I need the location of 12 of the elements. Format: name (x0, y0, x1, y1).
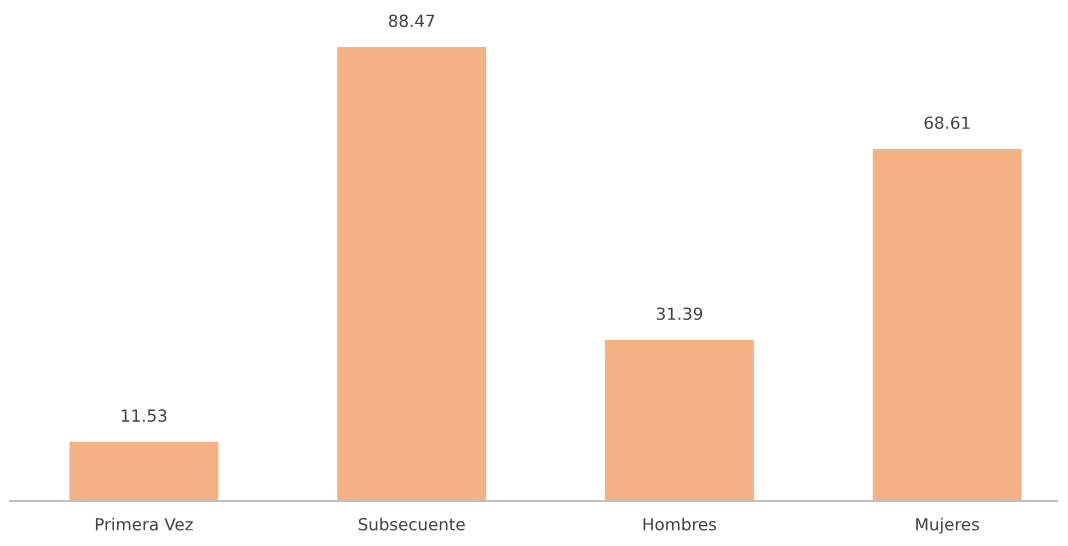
data-label: 11.53 (121, 409, 167, 422)
data-label: 68.61 (924, 116, 970, 130)
x-tick-label: Mujeres (916, 517, 980, 534)
x-tick-label: Subsecuente (358, 517, 465, 531)
x-tick-label: Hombres (643, 517, 717, 531)
data-label: 88.47 (388, 14, 435, 28)
bar (872, 148, 1022, 501)
bar (605, 339, 754, 501)
data-label: 31.39 (656, 307, 703, 321)
bar (69, 441, 219, 501)
bar (337, 47, 487, 501)
x-tick-label: Primera Vez (95, 517, 193, 531)
